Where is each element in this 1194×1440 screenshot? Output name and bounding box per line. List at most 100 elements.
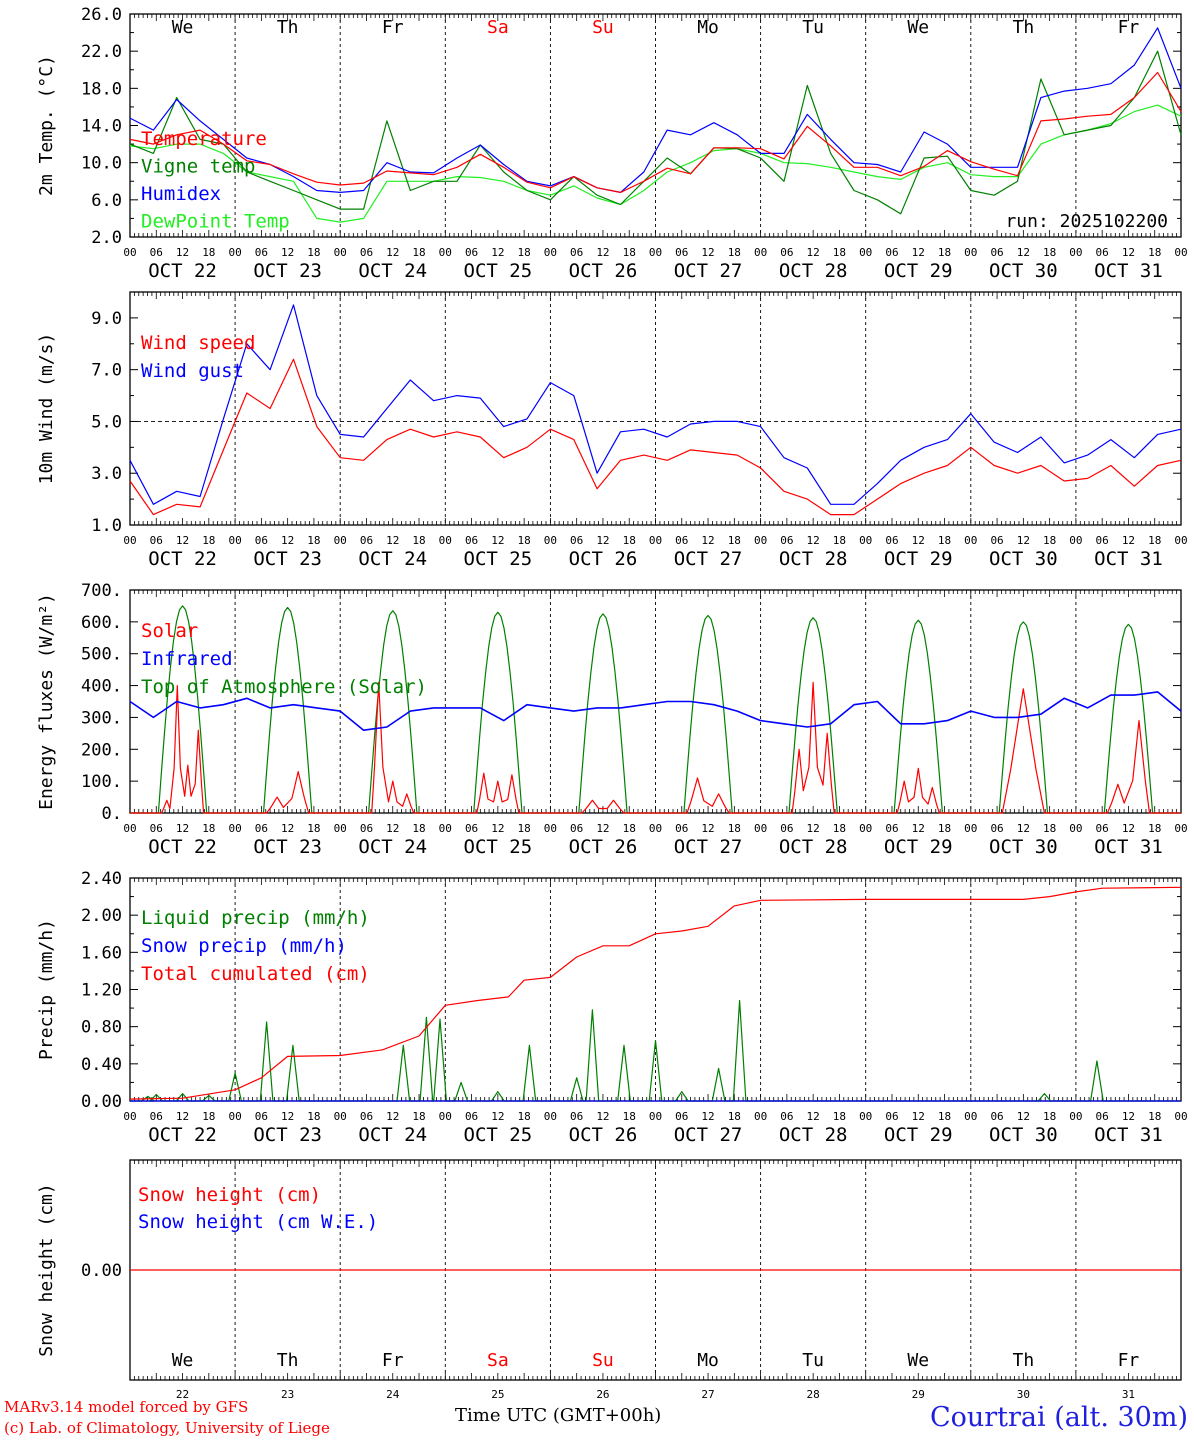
wind-hour-label: 06 xyxy=(150,534,163,547)
energy-date-label: OCT 27 xyxy=(674,836,743,858)
energy-hour-label: 06 xyxy=(465,822,478,835)
precip-hour-label: 00 xyxy=(1069,1110,1082,1123)
snow-day-number: 30 xyxy=(1017,1388,1030,1401)
temp-legend-entry: Vigne temp xyxy=(141,156,255,178)
temp-hour-label: 18 xyxy=(518,246,531,259)
temp-hour-label: 00 xyxy=(859,246,872,259)
temp-hour-label: 00 xyxy=(1069,246,1082,259)
energy-series-solar xyxy=(130,681,1181,814)
wind-hour-label: 00 xyxy=(754,534,767,547)
temp-frame xyxy=(129,13,1182,238)
snow-day-number: 23 xyxy=(281,1388,294,1401)
energy-ytick-label: 200. xyxy=(81,740,122,760)
temp-weekday-label: Th xyxy=(1013,17,1035,38)
temp-weekday-label: Su xyxy=(592,17,614,38)
precip-hour-label: 00 xyxy=(334,1110,347,1123)
wind-hour-label: 18 xyxy=(728,534,741,547)
snow-panel: 0.00 Snow height (cm) Snow height (cm) Snow… xyxy=(36,1159,1182,1401)
temp-date-label: OCT 29 xyxy=(884,260,953,282)
energy-ylabel: Energy fluxes (W/m²) xyxy=(36,593,57,810)
wind-hour-label: 12 xyxy=(491,534,504,547)
precip-hour-label: 06 xyxy=(360,1110,373,1123)
precip-date-label: OCT 26 xyxy=(569,1124,638,1146)
temp-hour-label: 12 xyxy=(807,246,820,259)
energy-hour-label: 00 xyxy=(1069,822,1082,835)
energy-date-label: OCT 25 xyxy=(464,836,533,858)
energy-hour-label: 12 xyxy=(281,822,294,835)
wind-hour-label: 06 xyxy=(675,534,688,547)
energy-series-toa-solar xyxy=(130,605,1181,814)
precip-ytick-label: 2.40 xyxy=(81,869,122,889)
precip-hour-label: 00 xyxy=(228,1110,241,1123)
wind-hour-label: 00 xyxy=(964,534,977,547)
temp-date-label: OCT 30 xyxy=(989,260,1058,282)
snow-legend-entry: Snow height (cm W.E.) xyxy=(138,1211,378,1233)
energy-hour-label: 00 xyxy=(964,822,977,835)
temp-hour-label: 00 xyxy=(649,246,662,259)
energy-date-label: OCT 24 xyxy=(358,836,427,858)
wind-ytick-label: 5.0 xyxy=(91,412,122,432)
precip-hour-label: 06 xyxy=(255,1110,268,1123)
precip-hour-label: 00 xyxy=(1174,1110,1187,1123)
energy-hour-label: 00 xyxy=(859,822,872,835)
model-credit: MARv3.14 model forced by GFS xyxy=(4,1398,249,1416)
wind-hour-label: 18 xyxy=(1148,534,1161,547)
energy-series-infrared xyxy=(129,691,1182,732)
snow-weekday-label: Tu xyxy=(802,1350,824,1371)
energy-hour-label: 12 xyxy=(1017,822,1030,835)
precip-hour-label: 18 xyxy=(202,1110,215,1123)
snow-day-number: 27 xyxy=(701,1388,714,1401)
wind-hour-label: 00 xyxy=(544,534,557,547)
wind-hour-label: 06 xyxy=(570,534,583,547)
temp-hour-label: 18 xyxy=(1043,246,1056,259)
wind-ytick-label: 3.0 xyxy=(91,464,122,484)
energy-hour-label: 06 xyxy=(1096,822,1109,835)
wind-hour-label: 18 xyxy=(518,534,531,547)
temp-ytick-label: 18.0 xyxy=(81,79,122,99)
precip-date-label: OCT 24 xyxy=(358,1124,427,1146)
energy-hour-label: 18 xyxy=(833,822,846,835)
energy-date-label: OCT 23 xyxy=(253,836,322,858)
precip-hour-label: 12 xyxy=(912,1110,925,1123)
energy-legend-entry: Solar xyxy=(141,620,198,642)
precip-hour-label: 12 xyxy=(596,1110,609,1123)
temp-hour-label: 06 xyxy=(360,246,373,259)
temp-run-annotation: run: 2025102200 xyxy=(1005,211,1168,232)
precip-ytick-label: 0.00 xyxy=(81,1092,122,1112)
wind-hour-label: 18 xyxy=(202,534,215,547)
temp-hour-label: 06 xyxy=(675,246,688,259)
temp-hour-label: 12 xyxy=(701,246,714,259)
wind-date-label: OCT 22 xyxy=(148,548,217,570)
temp-date-label: OCT 22 xyxy=(148,260,217,282)
wind-hour-label: 00 xyxy=(228,534,241,547)
energy-hour-label: 00 xyxy=(334,822,347,835)
energy-date-label: OCT 22 xyxy=(148,836,217,858)
temp-hour-label: 00 xyxy=(439,246,452,259)
temp-hour-label: 18 xyxy=(412,246,425,259)
wind-hour-label: 00 xyxy=(649,534,662,547)
energy-ytick-label: 0. xyxy=(102,804,122,824)
snow-weekday-label: Mo xyxy=(697,1350,719,1371)
precip-date-label: OCT 25 xyxy=(464,1124,533,1146)
temp-ytick-label: 2.0 xyxy=(91,228,122,248)
wind-date-label: OCT 30 xyxy=(989,548,1058,570)
precip-hour-label: 18 xyxy=(938,1110,951,1123)
precip-ytick-label: 0.80 xyxy=(81,1018,122,1038)
wind-hour-label: 18 xyxy=(938,534,951,547)
snow-weekday-label: Th xyxy=(1013,1350,1035,1371)
energy-hour-label: 18 xyxy=(307,822,320,835)
precip-hour-label: 06 xyxy=(465,1110,478,1123)
snow-day-number: 22 xyxy=(176,1388,189,1401)
precip-date-label: OCT 27 xyxy=(674,1124,743,1146)
temp-hour-label: 18 xyxy=(623,246,636,259)
precip-hour-label: 18 xyxy=(833,1110,846,1123)
temp-hour-label: 18 xyxy=(833,246,846,259)
energy-hour-label: 18 xyxy=(1043,822,1056,835)
precip-ytick-label: 0.40 xyxy=(81,1055,122,1075)
temp-hour-label: 06 xyxy=(780,246,793,259)
snow-ytick-label: 0.00 xyxy=(81,1261,122,1281)
wind-hour-label: 12 xyxy=(386,534,399,547)
temp-weekday-label: Mo xyxy=(697,17,719,38)
temp-hour-label: 06 xyxy=(1096,246,1109,259)
temp-hour-label: 12 xyxy=(491,246,504,259)
